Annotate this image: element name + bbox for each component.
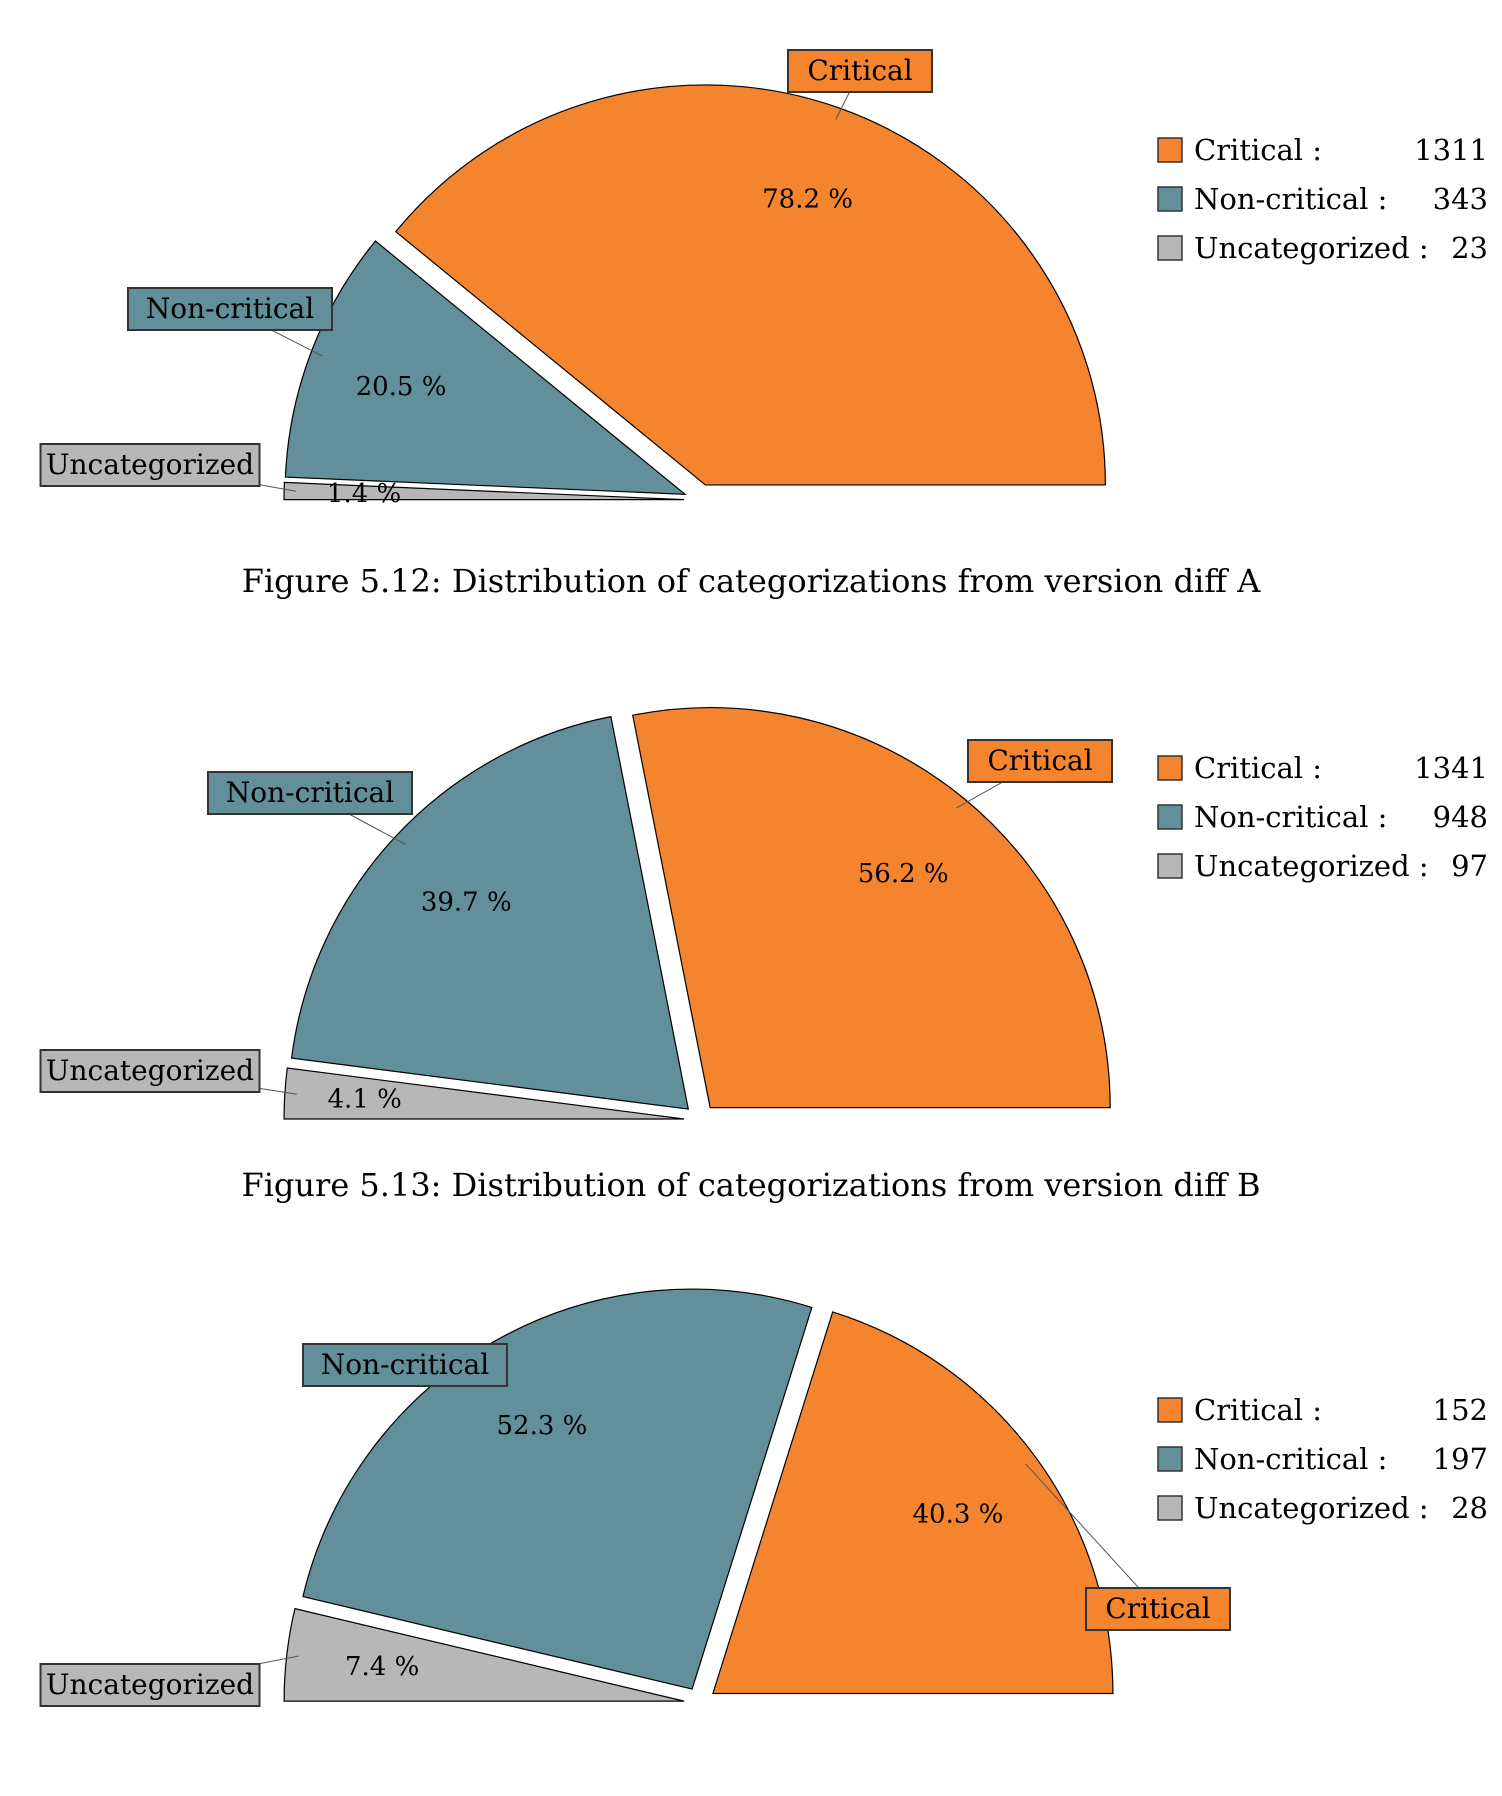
legend-value-uncategorized: 23 bbox=[1451, 231, 1488, 265]
legend-value-critical: 1311 bbox=[1414, 133, 1488, 167]
legend-label-non-critical: Non-critical : bbox=[1194, 182, 1387, 216]
percent-label-uncategorized: 4.1 % bbox=[328, 1085, 402, 1115]
leader-line-critical bbox=[1025, 1463, 1159, 1610]
callout-label-critical: Critical bbox=[1105, 1592, 1210, 1625]
percent-label-critical: 40.3 % bbox=[913, 1500, 1004, 1530]
legend-value-non-critical: 343 bbox=[1433, 182, 1488, 216]
slice-uncategorized bbox=[283, 481, 685, 501]
percent-label-uncategorized: 1.4 % bbox=[327, 479, 401, 509]
figure-c: 40.3 % Critical Critical :152 52.3 % Non-cri… bbox=[0, 1220, 1502, 1796]
slice-non-critical bbox=[284, 240, 687, 495]
figure-a: 78.2 % Critical Critical : 1311 20.5 % Non-cr… bbox=[0, 0, 1502, 620]
callout-label-critical: Critical bbox=[807, 54, 912, 87]
legend-label-critical: Critical : bbox=[1194, 133, 1322, 167]
percent-label-non-critical: 20.5 % bbox=[356, 372, 447, 402]
slice-uncategorized bbox=[283, 1607, 685, 1702]
legend-swatch-uncategorized bbox=[1157, 235, 1183, 261]
callout-box-non-critical bbox=[302, 1343, 508, 1387]
figure-caption-a: Figure 5.12: Distribution of categorizat… bbox=[241, 562, 1261, 600]
callout-box-critical bbox=[1085, 1587, 1231, 1631]
legend-label-non-critical: Non-critical : bbox=[1194, 800, 1387, 834]
pie-chart-b: 56.2 % Critical Critical : 1341 39.7 % Non-cr… bbox=[39, 707, 1488, 1120]
slice-non-critical bbox=[290, 715, 690, 1110]
callout-label-uncategorized: Uncategorized bbox=[46, 1054, 254, 1087]
slice-uncategorized bbox=[283, 1067, 685, 1120]
pie-chart-a: 78.2 % Critical Critical : 1311 20.5 % Non-cr… bbox=[39, 49, 1488, 509]
legend-label-uncategorized: Uncategorized : bbox=[1194, 1491, 1429, 1525]
legend-label-uncategorized: Uncategorized : bbox=[1194, 231, 1429, 265]
legend-swatch-non-critical bbox=[1157, 1446, 1183, 1472]
legend-swatch-uncategorized bbox=[1157, 853, 1183, 879]
figure-caption-b: Figure 5.13: Distribution of categorizat… bbox=[241, 1166, 1261, 1204]
legend-swatch-critical bbox=[1157, 137, 1183, 163]
legend-value-non-critical: 948 bbox=[1433, 800, 1488, 834]
legend-swatch-non-critical bbox=[1157, 186, 1183, 212]
callout-box-uncategorized bbox=[39, 443, 261, 487]
legend-swatch-uncategorized bbox=[1157, 1495, 1183, 1521]
legend-value-critical: 152 bbox=[1433, 1393, 1488, 1427]
percent-label-uncategorized: 7.4 % bbox=[345, 1652, 419, 1682]
percent-label-critical: 78.2 % bbox=[762, 185, 853, 215]
legend-value-uncategorized: 97 bbox=[1451, 849, 1488, 883]
slice-critical bbox=[394, 84, 1106, 486]
legend-value-non-critical: 197 bbox=[1433, 1442, 1488, 1476]
percent-label-non-critical: 52.3 % bbox=[496, 1411, 587, 1441]
callout-label-uncategorized: Uncategorized bbox=[46, 1668, 254, 1701]
callout-box-non-critical bbox=[207, 771, 413, 815]
percent-label-non-critical: 39.7 % bbox=[421, 887, 512, 917]
callout-box-non-critical bbox=[127, 287, 333, 331]
legend-swatch-critical bbox=[1157, 755, 1183, 781]
callout-label-non-critical: Non-critical bbox=[321, 1348, 489, 1381]
callout-box-uncategorized bbox=[39, 1663, 261, 1707]
figure-b: 56.2 % Critical Critical : 1341 39.7 % Non-cr… bbox=[0, 620, 1502, 1220]
callout-label-critical: Critical bbox=[987, 744, 1092, 777]
callout-label-non-critical: Non-critical bbox=[226, 776, 394, 809]
callout-label-non-critical: Non-critical bbox=[146, 292, 314, 325]
callout-box-critical bbox=[967, 739, 1113, 783]
callout-box-critical bbox=[787, 49, 933, 93]
legend-swatch-non-critical bbox=[1157, 804, 1183, 830]
legend-label-non-critical: Non-critical : bbox=[1194, 1442, 1387, 1476]
legend-label-critical: Critical : bbox=[1194, 1393, 1322, 1427]
slice-critical bbox=[712, 1311, 1114, 1695]
legend-value-critical: 1341 bbox=[1414, 751, 1488, 785]
callout-label-uncategorized: Uncategorized bbox=[46, 448, 254, 481]
legend-label-critical: Critical : bbox=[1194, 751, 1322, 785]
legend-label-uncategorized: Uncategorized : bbox=[1194, 849, 1429, 883]
slice-non-critical bbox=[302, 1288, 813, 1690]
slice-critical bbox=[632, 707, 1111, 1109]
percent-label-critical: 56.2 % bbox=[858, 859, 949, 889]
legend-swatch-critical bbox=[1157, 1397, 1183, 1423]
callout-box-uncategorized bbox=[39, 1049, 261, 1093]
legend-value-uncategorized: 28 bbox=[1451, 1491, 1488, 1525]
